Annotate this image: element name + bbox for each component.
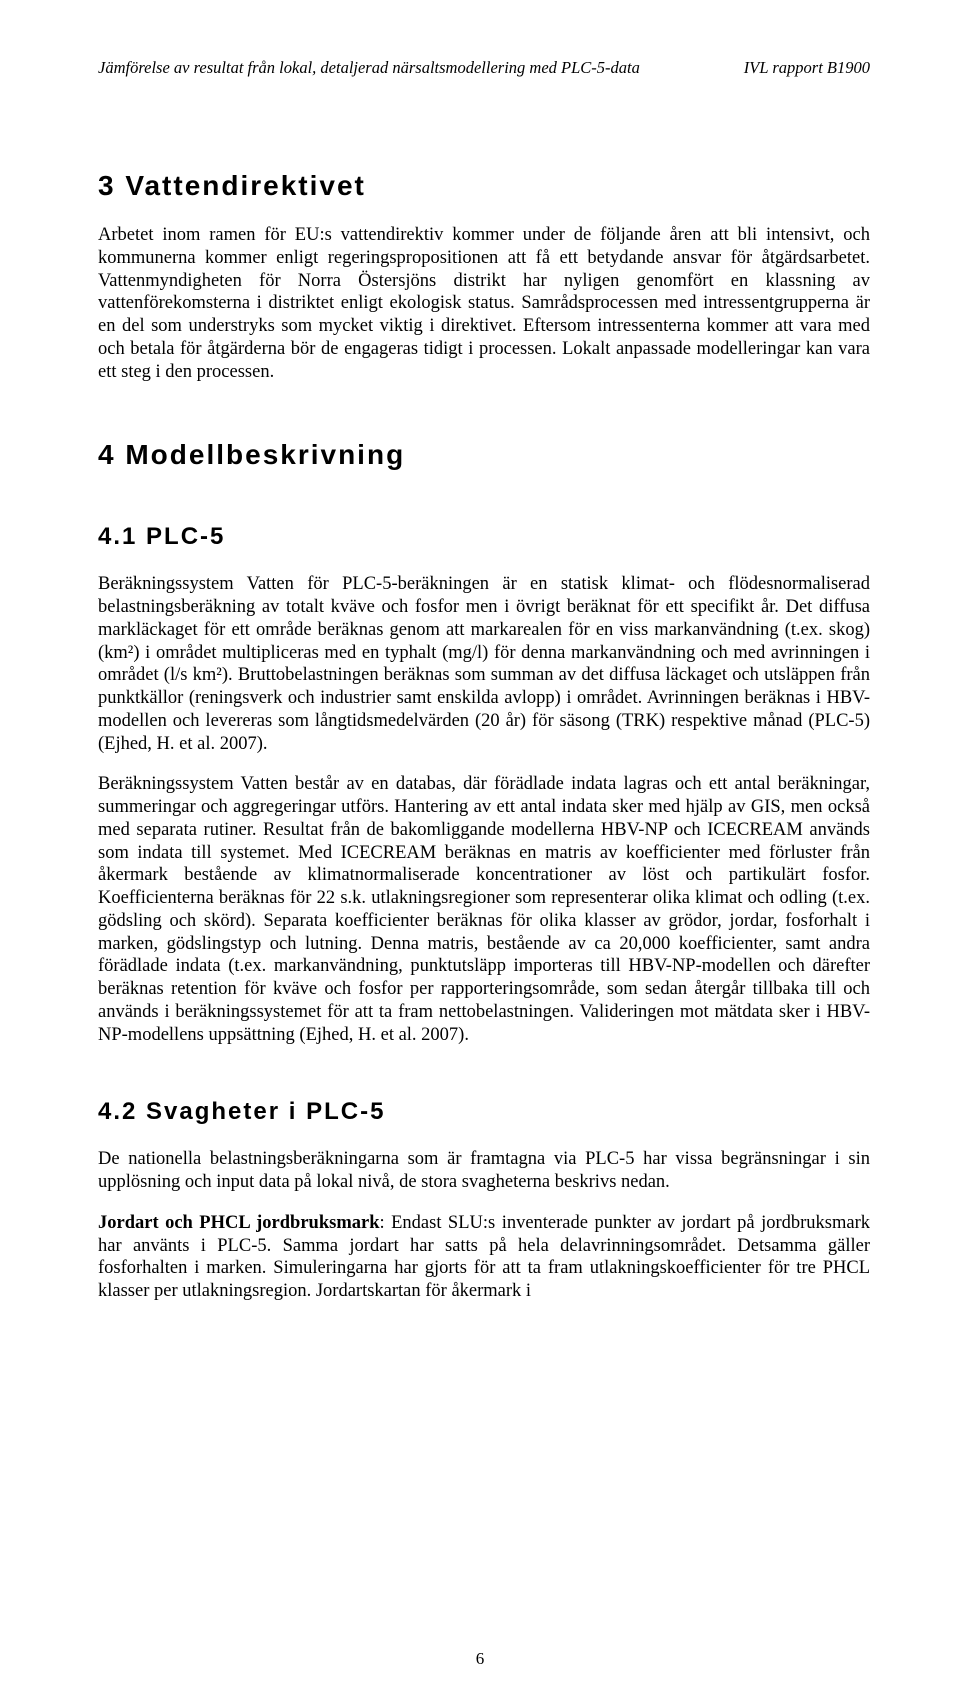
page-number: 6 xyxy=(476,1649,485,1669)
section-4-1-heading: 4.1 PLC-5 xyxy=(98,523,870,551)
section-3-heading: 3 Vattendirektivet xyxy=(98,170,870,202)
section-4-1-paragraph-1: Beräkningssystem Vatten för PLC-5-beräkn… xyxy=(98,573,870,755)
header-right: IVL rapport B1900 xyxy=(744,58,870,78)
section-4-2-heading: 4.2 Svagheter i PLC-5 xyxy=(98,1098,870,1126)
section-4-2-paragraph-1: De nationella belastningsberäkningarna s… xyxy=(98,1148,870,1194)
section-4-heading: 4 Modellbeskrivning xyxy=(98,439,870,471)
section-4-2-paragraph-2: Jordart och PHCL jordbruksmark: Endast S… xyxy=(98,1212,870,1303)
section-4-2-para-2-lead: Jordart och PHCL jordbruksmark xyxy=(98,1213,380,1233)
header-left: Jämförelse av resultat från lokal, detal… xyxy=(98,58,640,78)
section-3-paragraph-1: Arbetet inom ramen för EU:s vattendirekt… xyxy=(98,224,870,383)
document-page: Jämförelse av resultat från lokal, detal… xyxy=(0,0,960,1699)
section-4-1-paragraph-2: Beräkningssystem Vatten består av en dat… xyxy=(98,773,870,1046)
page-header: Jämförelse av resultat från lokal, detal… xyxy=(98,58,870,78)
